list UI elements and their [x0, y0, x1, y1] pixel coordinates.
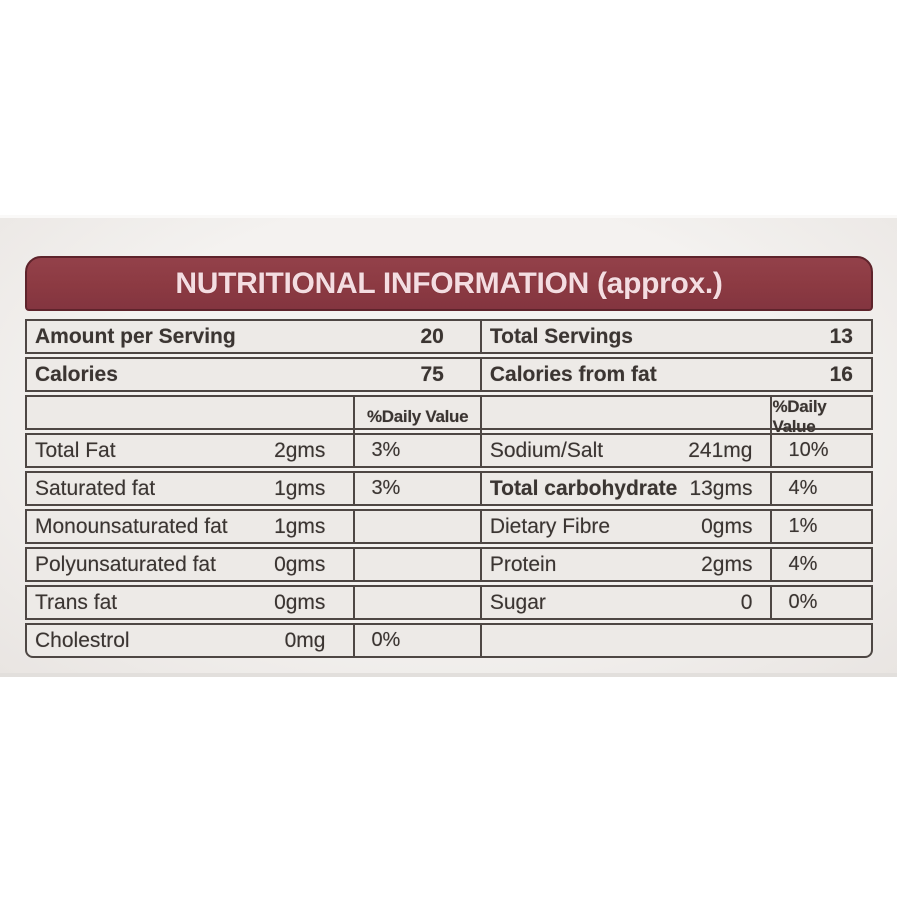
nutrient-row-trans-fat-sugar: Trans fat 0gms Sugar 0 0% — [25, 585, 873, 620]
nutrition-table: NUTRITIONAL INFORMATION (approx.) Amount… — [25, 256, 873, 658]
sugar-daily-value: 0% — [770, 587, 871, 618]
saturated-fat-cell: Saturated fat 1gms — [27, 473, 353, 504]
sodium-salt-cell: Sodium/Salt 241mg — [479, 435, 771, 466]
protein-amount: 2gms — [701, 552, 753, 576]
saturated-fat-daily-value: 3% — [353, 473, 479, 504]
protein-cell: Protein 2gms — [479, 549, 771, 580]
calories-label: Calories — [35, 362, 118, 386]
total-fat-daily-value: 3% — [353, 435, 479, 466]
nutrient-row-cholestrol: Cholestrol 0mg 0% — [25, 623, 873, 658]
polyunsaturated-fat-amount: 0gms — [274, 552, 326, 576]
calories-from-fat-label: Calories from fat — [489, 362, 657, 386]
summary-row-calories: Calories 75 Calories from fat 16 — [25, 357, 873, 392]
total-servings-value: 13 — [829, 324, 853, 348]
calories-cell: Calories 75 — [27, 359, 480, 390]
saturated-fat-amount: 1gms — [274, 476, 326, 500]
sugar-cell: Sugar 0 — [479, 587, 771, 618]
monounsaturated-fat-cell: Monounsaturated fat 1gms — [27, 511, 353, 542]
dietary-fibre-amount: 0gms — [701, 514, 753, 538]
cholestrol-cell: Cholestrol 0mg — [27, 625, 353, 656]
polyunsaturated-fat-cell: Polyunsaturated fat 0gms — [27, 549, 353, 580]
amount-per-serving-value: 20 — [420, 324, 444, 348]
total-servings-label: Total Servings — [489, 324, 633, 348]
empty-cell — [27, 397, 353, 437]
sodium-salt-label: Sodium/Salt — [489, 438, 604, 462]
daily-value-header-left: %Daily Value — [353, 397, 479, 437]
cholestrol-amount: 0mg — [284, 628, 326, 652]
monounsaturated-fat-daily-value — [353, 511, 479, 542]
cholestrol-daily-value: 0% — [353, 625, 479, 656]
summary-row-servings: Amount per Serving 20 Total Servings 13 — [25, 319, 873, 354]
trans-fat-daily-value — [353, 587, 479, 618]
total-carbohydrate-amount: 13gms — [689, 476, 753, 500]
cholestrol-label: Cholestrol — [35, 628, 130, 652]
total-fat-amount: 2gms — [274, 438, 326, 462]
sugar-label: Sugar — [489, 590, 546, 614]
total-carbohydrate-cell: Total carbohydrate 13gms — [479, 473, 771, 504]
nutrient-row-monounsaturated-fibre: Monounsaturated fat 1gms Dietary Fibre 0… — [25, 509, 873, 544]
trans-fat-cell: Trans fat 0gms — [27, 587, 353, 618]
monounsaturated-fat-label: Monounsaturated fat — [35, 514, 228, 538]
total-fat-cell: Total Fat 2gms — [27, 435, 353, 466]
empty-cell — [479, 397, 771, 437]
nutrient-row-saturated-fat-carbohydrate: Saturated fat 1gms 3% Total carbohydrate… — [25, 471, 873, 506]
monounsaturated-fat-amount: 1gms — [274, 514, 326, 538]
total-carbohydrate-daily-value: 4% — [770, 473, 871, 504]
dietary-fibre-cell: Dietary Fibre 0gms — [479, 511, 771, 542]
trans-fat-label: Trans fat — [35, 590, 118, 614]
nutrition-rows: Amount per Serving 20 Total Servings 13 … — [25, 319, 873, 658]
calories-value: 75 — [420, 362, 444, 386]
daily-value-header-right: %Daily Value — [770, 397, 871, 437]
title-text: NUTRITIONAL INFORMATION (approx.) — [175, 266, 723, 300]
total-carbohydrate-label: Total carbohydrate — [489, 476, 678, 500]
calories-from-fat-cell: Calories from fat 16 — [479, 359, 871, 390]
polyunsaturated-fat-label: Polyunsaturated fat — [35, 552, 216, 576]
dietary-fibre-daily-value: 1% — [770, 511, 871, 542]
total-fat-label: Total Fat — [35, 438, 116, 462]
sugar-amount: 0 — [740, 590, 753, 614]
nutrient-row-total-fat-sodium: Total Fat 2gms 3% Sodium/Salt 241mg 10% — [25, 433, 873, 468]
amount-per-serving-label: Amount per Serving — [35, 324, 236, 348]
sodium-salt-daily-value: 10% — [770, 435, 871, 466]
nutrient-row-polyunsaturated-protein: Polyunsaturated fat 0gms Protein 2gms 4% — [25, 547, 873, 582]
amount-per-serving-cell: Amount per Serving 20 — [27, 321, 480, 352]
daily-value-header-row: %Daily Value %Daily Value — [25, 395, 873, 437]
saturated-fat-label: Saturated fat — [35, 476, 156, 500]
sodium-salt-amount: 241mg — [688, 438, 753, 462]
trans-fat-amount: 0gms — [274, 590, 326, 614]
dietary-fibre-label: Dietary Fibre — [489, 514, 611, 538]
polyunsaturated-fat-daily-value — [353, 549, 479, 580]
calories-from-fat-value: 16 — [829, 362, 853, 386]
nutrition-table-title: NUTRITIONAL INFORMATION (approx.) — [25, 256, 873, 311]
total-servings-cell: Total Servings 13 — [479, 321, 871, 352]
product-label-photo: NUTRITIONAL INFORMATION (approx.) Amount… — [0, 215, 897, 677]
protein-label: Protein — [489, 552, 557, 576]
protein-daily-value: 4% — [770, 549, 871, 580]
empty-cell — [479, 625, 871, 656]
